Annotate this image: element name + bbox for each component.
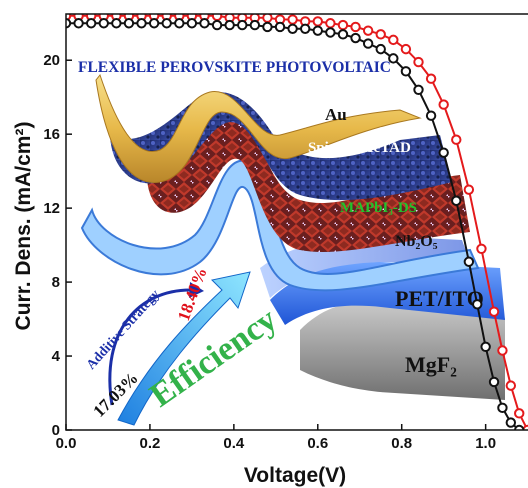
data-point [350, 32, 361, 44]
data-point [400, 66, 412, 77]
data-point [325, 27, 336, 38]
data-point [388, 53, 399, 64]
data-point [274, 21, 286, 33]
data-point [287, 23, 298, 34]
data-point [438, 147, 449, 158]
tick-marks [65, 59, 487, 431]
y-tick-label: 12 [43, 200, 60, 217]
data-point [98, 18, 109, 29]
data-point [451, 195, 462, 206]
data-point [136, 18, 147, 29]
efficiency-arrow-icon [117, 271, 251, 426]
data-point [472, 299, 483, 310]
y-tick-label: 16 [43, 126, 60, 143]
data-point [505, 380, 517, 391]
data-point [161, 18, 172, 29]
data-point [211, 14, 223, 22]
data-point [174, 18, 185, 29]
data-point [438, 99, 449, 110]
x-tick-label: 0.8 [391, 435, 412, 452]
x-tick-label: 0.0 [56, 435, 77, 452]
data-point [362, 38, 374, 49]
x-axis-title: Voltage(V) [244, 464, 346, 487]
label-mgf2: MgF₂ [405, 352, 457, 377]
data-point [287, 14, 298, 25]
data-point [85, 18, 97, 29]
data-point [123, 18, 135, 29]
label-spiro: Spiro-OMeTAD [308, 140, 411, 156]
inset-banner: FLEXIBLE PEROVSKITE PHOTOVOLTAIC [78, 59, 391, 76]
data-point [497, 402, 508, 414]
label-mapbi3: MAPbI₃-DS [340, 200, 417, 216]
data-point [148, 18, 160, 29]
data-point [488, 376, 500, 388]
data-point [388, 34, 399, 46]
label-pet-ito: PET/ITO [395, 286, 484, 311]
data-point [425, 73, 437, 84]
y-tick-label: 0 [52, 422, 60, 439]
strategy-label: Additive Strategy [83, 286, 162, 372]
data-point [262, 21, 273, 33]
data-point [497, 345, 508, 356]
x-tick-label: 0.4 [223, 435, 245, 452]
data-point [505, 417, 517, 428]
data-point [325, 18, 336, 29]
data-point [337, 29, 349, 40]
data-point [111, 18, 122, 29]
data-point [237, 19, 248, 31]
y-tick-label: 20 [43, 52, 60, 69]
x-tick-label: 1.0 [475, 435, 496, 452]
series-0 [66, 14, 528, 430]
data-point [312, 25, 323, 36]
data-point [362, 25, 374, 36]
data-point [375, 29, 386, 40]
data-point [186, 18, 198, 29]
data-point [413, 84, 424, 96]
data-point [463, 184, 475, 195]
axes: Voltage(V) Curr. Dens. (mA/cm²) [12, 13, 528, 487]
data-point [425, 110, 437, 121]
data-point [480, 341, 491, 352]
x-tick-label: 0.6 [307, 435, 328, 452]
data-point [514, 408, 525, 419]
layer-mgf2 [300, 302, 505, 400]
device-illustration: FLEXIBLE PEROVSKITE PHOTOVOLTAIC Au Spir… [78, 59, 505, 426]
data-point [476, 243, 487, 255]
label-nb2o5: Nb₂O₅ [395, 233, 438, 250]
label-au: Au [325, 105, 347, 124]
data-point [375, 43, 386, 55]
data-point [199, 18, 210, 29]
data-point [224, 19, 235, 31]
data-point [262, 14, 273, 23]
layer-au [95, 73, 422, 183]
strategy-arrow-icon [108, 288, 191, 406]
data-point [73, 18, 84, 29]
data-point [451, 134, 462, 145]
strategy-arrowhead-icon [189, 282, 204, 298]
data-point [249, 19, 261, 31]
data-point [312, 16, 323, 27]
series-layer [66, 14, 528, 430]
plot-frame [65, 13, 528, 431]
data-point [488, 306, 500, 317]
data-point [350, 21, 361, 33]
x-tick-label: 0.2 [139, 435, 160, 452]
data-point [337, 19, 349, 31]
layer-mapbi3 [146, 111, 471, 253]
data-point [299, 23, 311, 34]
y-tick-label: 4 [52, 348, 61, 365]
flexible-substrate [80, 159, 480, 292]
data-point [463, 256, 475, 267]
data-point [400, 43, 412, 55]
y-tick-label: 8 [52, 274, 60, 291]
data-point [66, 18, 72, 29]
y-axis-title: Curr. Dens. (mA/cm²) [12, 122, 35, 331]
data-point [211, 19, 223, 31]
data-point [413, 56, 424, 68]
